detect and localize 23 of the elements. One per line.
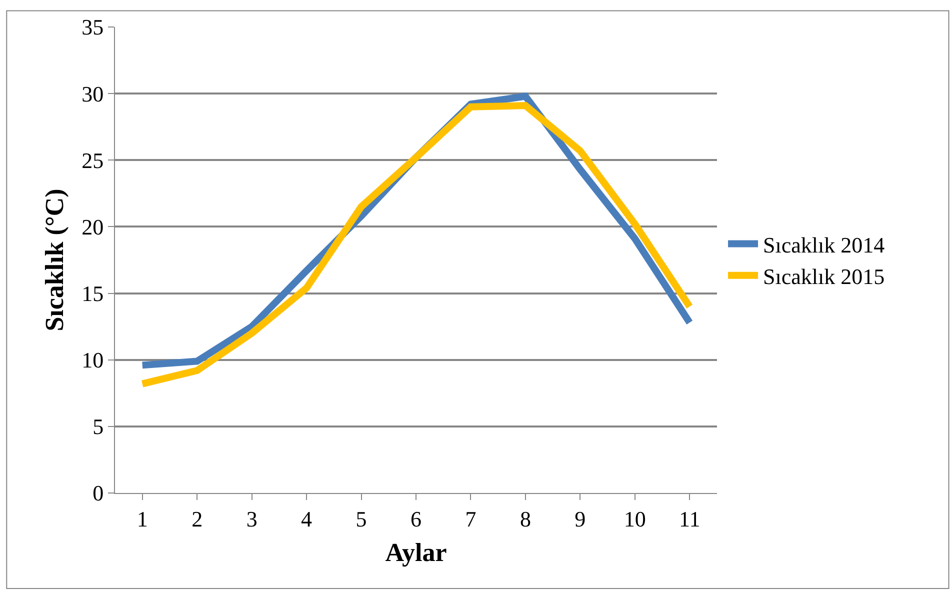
y-axis-title: Sıcaklık (°C) <box>40 188 69 332</box>
legend-label: Sıcaklık 2014 <box>763 232 885 258</box>
x-tick-label: 8 <box>520 506 531 532</box>
y-tick-label: 10 <box>82 348 104 373</box>
x-tick-label: 5 <box>356 506 367 532</box>
y-tick-label: 20 <box>82 214 104 240</box>
x-tick-label: 7 <box>465 506 476 532</box>
x-tick-label: 4 <box>301 506 312 532</box>
y-tick-label: 0 <box>92 480 104 506</box>
x-tick-label: 10 <box>624 506 646 532</box>
x-tick-label: 11 <box>679 506 700 532</box>
y-tick-label: 15 <box>82 280 104 306</box>
x-tick-label: 2 <box>192 506 203 532</box>
x-tick-label: 9 <box>574 506 586 532</box>
x-tick-label: 1 <box>136 506 148 532</box>
y-tick-label: 30 <box>82 81 104 106</box>
y-tick-label: 25 <box>82 148 104 173</box>
x-tick-label: 6 <box>410 506 422 532</box>
x-axis-title: Aylar <box>385 538 447 568</box>
y-tick-label: 35 <box>82 14 104 40</box>
y-tick-label: 5 <box>92 414 104 440</box>
legend-label: Sıcaklık 2015 <box>763 264 885 289</box>
x-tick-label: 3 <box>246 506 258 532</box>
